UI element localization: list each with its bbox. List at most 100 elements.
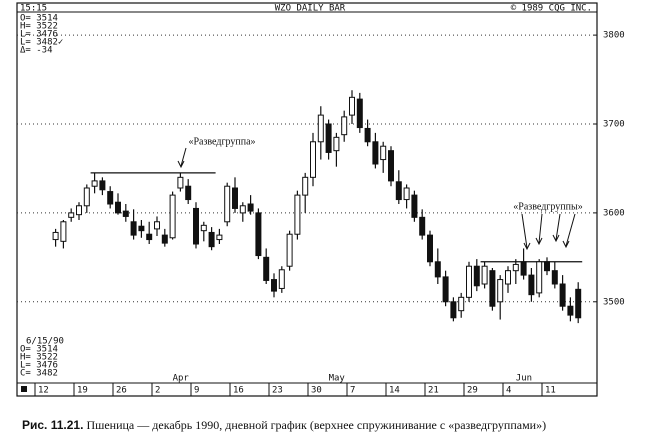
candle-body bbox=[107, 191, 114, 205]
candle-body bbox=[349, 96, 355, 116]
candle-body bbox=[450, 301, 457, 319]
candle-body bbox=[247, 203, 254, 212]
candle-body bbox=[341, 116, 348, 136]
caption: Рис. 11.21. Пшеница — декабрь 1990, днев… bbox=[22, 418, 546, 433]
y-tick-label: 3500 bbox=[603, 297, 625, 307]
candle-body bbox=[271, 279, 277, 292]
candle-body bbox=[536, 261, 543, 294]
y-tick-label: 3800 bbox=[603, 31, 625, 41]
candle-body bbox=[497, 279, 504, 303]
x-tick-label: 30 bbox=[311, 386, 322, 396]
ohlc-readout: 6/15/90 bbox=[26, 337, 64, 347]
candle-body bbox=[232, 187, 238, 209]
ohlc-readout: L= 3476 bbox=[20, 30, 58, 40]
x-tick-label: 4 bbox=[506, 386, 511, 396]
candle-body bbox=[161, 234, 168, 244]
candle-body bbox=[224, 185, 231, 223]
x-tick-label: 26 bbox=[116, 386, 127, 396]
caption-text: Пшеница — декабрь 1990, дневной график (… bbox=[86, 418, 547, 432]
candle-body bbox=[512, 263, 519, 272]
corner-mark bbox=[21, 386, 27, 392]
candle-body bbox=[481, 265, 488, 285]
candle-body bbox=[520, 261, 527, 276]
candle-body bbox=[403, 187, 410, 201]
month-label: May bbox=[329, 374, 346, 384]
candle-body bbox=[419, 216, 426, 236]
candle-body bbox=[466, 265, 472, 298]
candle-body bbox=[263, 256, 270, 281]
x-tick-label: 19 bbox=[77, 386, 88, 396]
candle-body bbox=[388, 150, 394, 182]
candle-body bbox=[239, 205, 246, 214]
candle-body bbox=[559, 283, 566, 307]
x-tick-label: 14 bbox=[389, 386, 400, 396]
ohlc-readout: Δ= -34 bbox=[20, 46, 53, 56]
candle-body bbox=[427, 234, 433, 263]
x-tick-label: 16 bbox=[233, 386, 244, 396]
candle-body bbox=[146, 233, 153, 241]
ohlc-readout: H= 3522 bbox=[20, 22, 58, 32]
candle-body bbox=[505, 270, 511, 285]
month-label: Apr bbox=[173, 374, 190, 384]
candle-body bbox=[372, 141, 379, 165]
header-title: WZO DAILY BAR bbox=[275, 4, 346, 14]
y-tick-label: 3600 bbox=[603, 208, 625, 218]
candle-body bbox=[575, 288, 582, 319]
candle-body bbox=[216, 234, 223, 241]
annotation: «Разведгруппа» bbox=[188, 136, 255, 147]
candle-body bbox=[91, 180, 98, 187]
candle-body bbox=[154, 221, 160, 230]
candle-body bbox=[177, 176, 184, 189]
candle-body bbox=[169, 194, 176, 239]
candle-body bbox=[130, 221, 137, 236]
candle-body bbox=[473, 265, 480, 287]
ohlc-readout: L= 3482✓ bbox=[20, 38, 63, 48]
candle-body bbox=[333, 136, 340, 152]
candle-body bbox=[68, 212, 75, 218]
header-copyright: © 1989 CQG INC. bbox=[511, 4, 592, 14]
annotation-arrows bbox=[177, 147, 576, 251]
candle-body bbox=[356, 98, 363, 129]
candle-body bbox=[567, 305, 574, 316]
x-tick-label: 9 bbox=[194, 386, 199, 396]
candle-body bbox=[380, 145, 387, 161]
candle-body bbox=[60, 221, 67, 242]
caption-label: Рис. 11.21. bbox=[22, 418, 84, 432]
candle-body bbox=[99, 180, 106, 191]
candle-body bbox=[544, 261, 550, 272]
candle-body bbox=[83, 187, 90, 207]
candle-body bbox=[317, 114, 324, 143]
candle-body bbox=[52, 231, 59, 241]
candle-body bbox=[395, 181, 402, 201]
candle-body bbox=[551, 270, 558, 285]
candle-body bbox=[286, 233, 293, 267]
candle-body bbox=[310, 141, 316, 178]
candle-body bbox=[76, 205, 82, 216]
chart: 15:15 WZO DAILY BAR © 1989 CQG INC. «Раз… bbox=[16, 2, 625, 397]
candle-body bbox=[278, 269, 285, 289]
candle-body bbox=[528, 274, 535, 296]
ohlc-readout: O= 3514 bbox=[20, 14, 58, 24]
x-tick-label: 2 bbox=[155, 386, 160, 396]
month-label: Jun bbox=[516, 374, 532, 384]
candle-body bbox=[294, 194, 301, 235]
candle-body bbox=[115, 201, 121, 214]
ohlc-readout: O= 3514 bbox=[20, 345, 58, 355]
x-tick-label: 21 bbox=[428, 386, 439, 396]
x-tick-label: 7 bbox=[350, 386, 355, 396]
candle-body bbox=[185, 185, 192, 201]
candle-body bbox=[193, 207, 199, 245]
candle-body bbox=[442, 276, 449, 303]
candle-body bbox=[489, 270, 496, 307]
candle-body bbox=[325, 123, 332, 153]
candle-body bbox=[364, 127, 371, 143]
candle-body bbox=[411, 194, 418, 218]
candle-body bbox=[434, 261, 441, 278]
annotation: «Разведгруппы» bbox=[513, 201, 582, 212]
candle-body bbox=[138, 225, 145, 232]
ohlc-readout: C= 3482 bbox=[20, 369, 58, 379]
y-tick-label: 3700 bbox=[603, 120, 625, 130]
candle-body bbox=[255, 212, 262, 257]
x-tick-label: 11 bbox=[545, 386, 556, 396]
